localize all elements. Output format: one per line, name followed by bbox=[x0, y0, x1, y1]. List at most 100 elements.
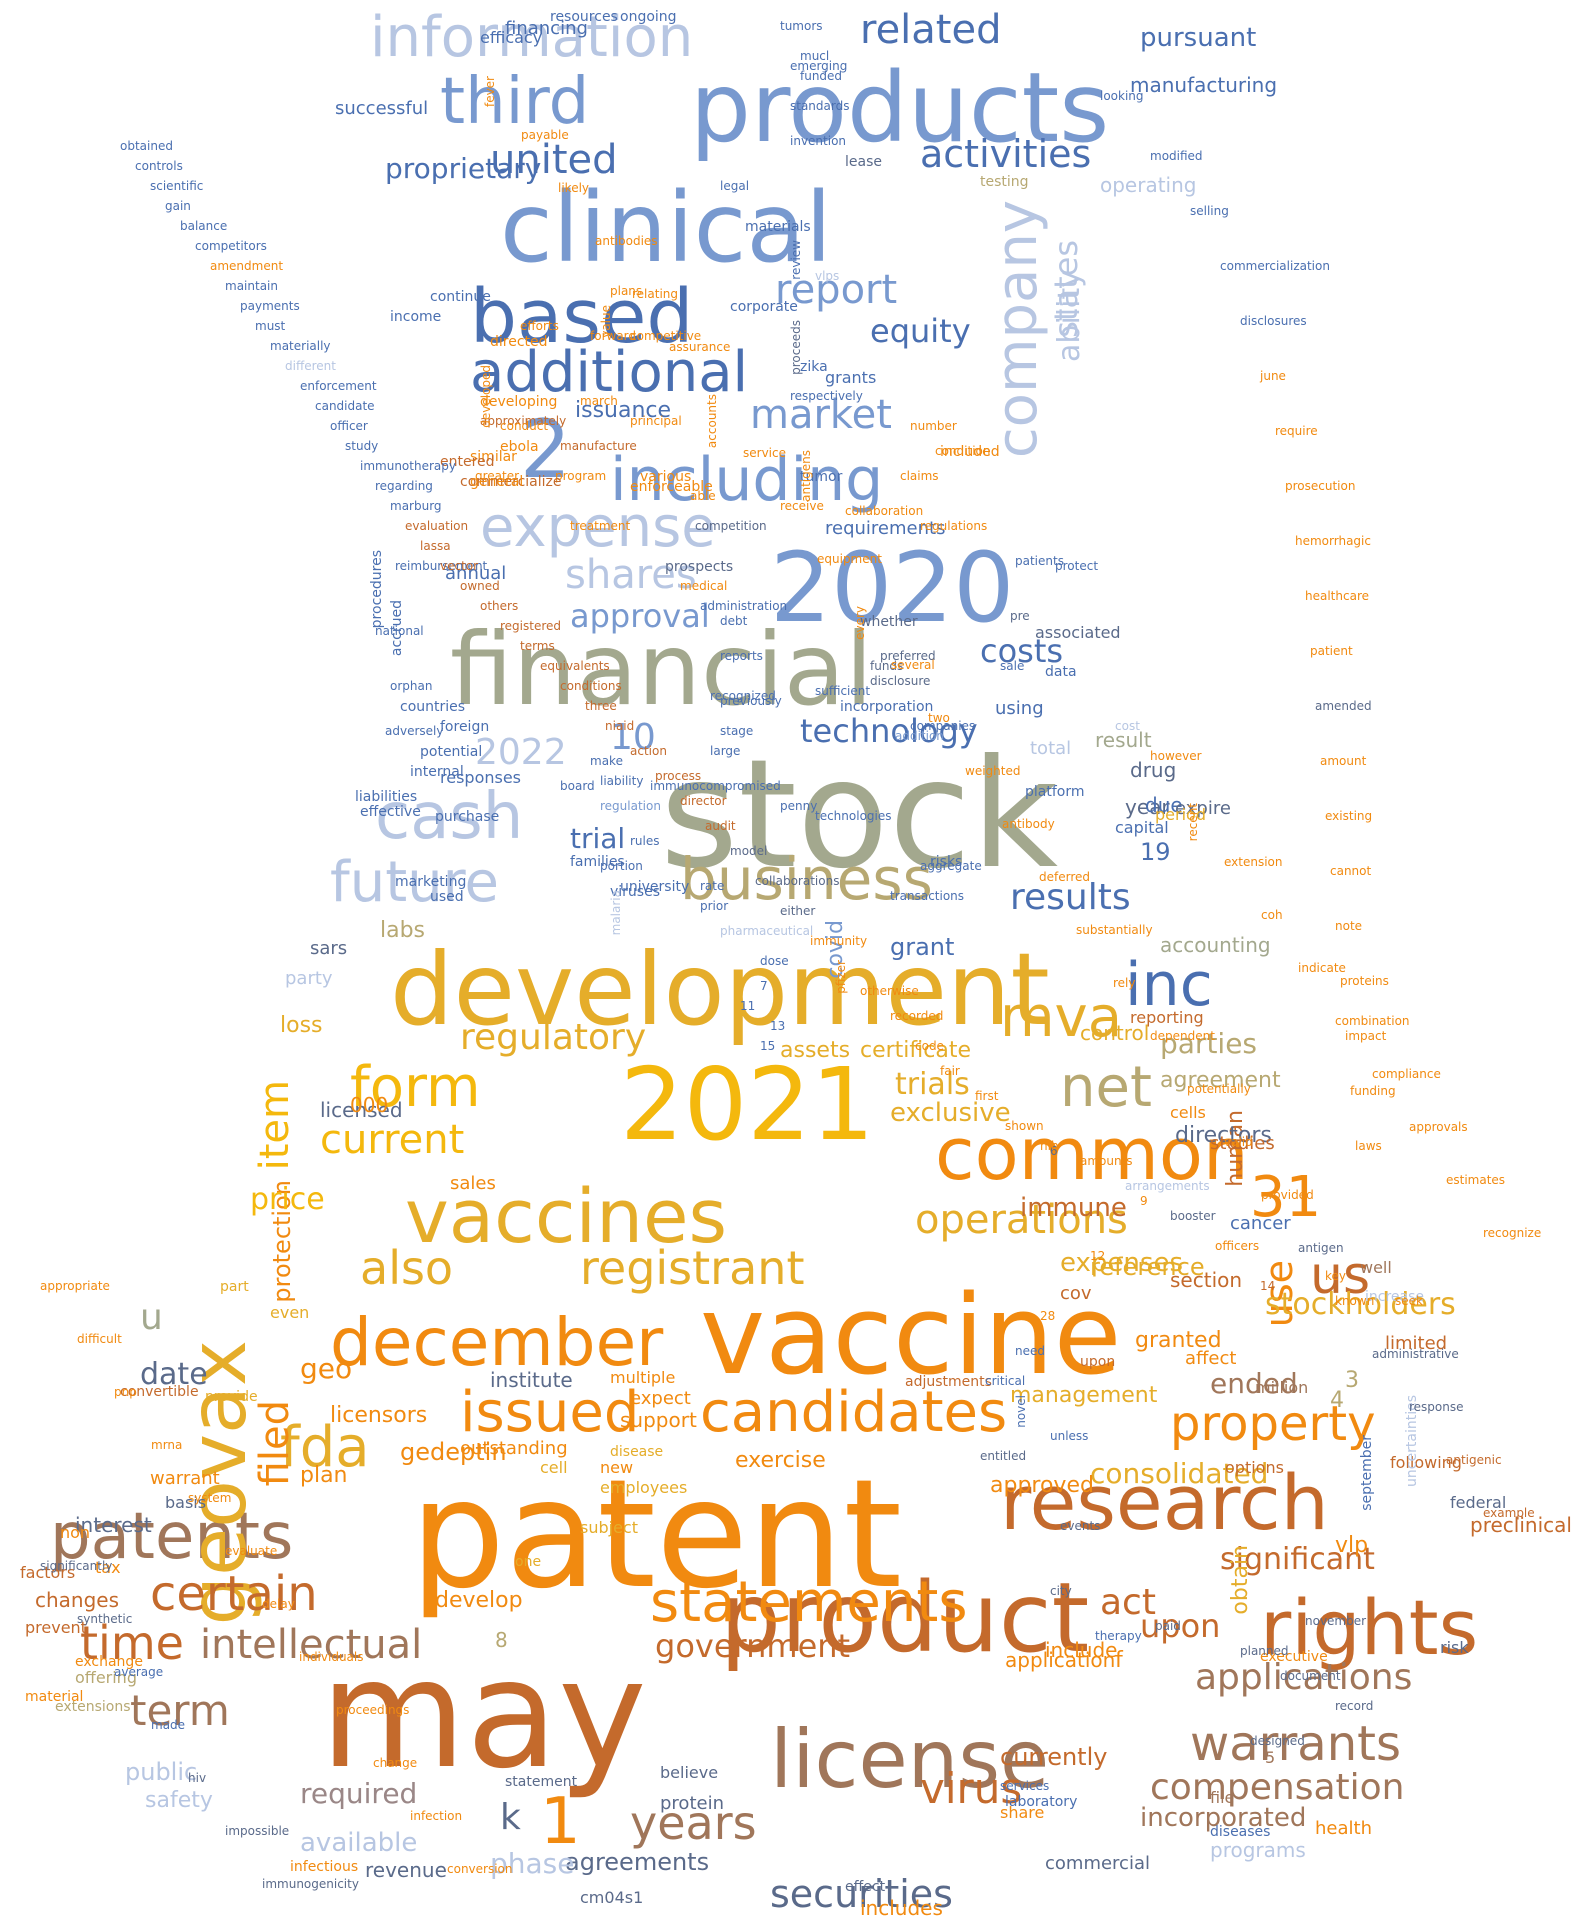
word-conditions: conditions bbox=[560, 679, 622, 693]
word-materials: materials bbox=[745, 219, 811, 235]
word-interest: interest bbox=[75, 1513, 152, 1537]
word-mva: mva bbox=[1000, 985, 1123, 1050]
word-year: year bbox=[1125, 795, 1170, 819]
word-niaid: niaid bbox=[605, 719, 635, 733]
word-marketing: marketing bbox=[395, 874, 467, 890]
word-party: party bbox=[285, 968, 333, 989]
word-outstanding: outstanding bbox=[460, 1438, 568, 1459]
word-financing: financing bbox=[505, 18, 588, 39]
word-previously: previously bbox=[720, 694, 782, 708]
word-impact: impact bbox=[1345, 1029, 1387, 1043]
word-united: united bbox=[490, 137, 618, 183]
word-record: record bbox=[1335, 1699, 1374, 1713]
word-prior: prior bbox=[700, 899, 729, 913]
word-need: need bbox=[1015, 1344, 1045, 1358]
word-technologies: technologies bbox=[815, 809, 892, 823]
word-issued: issued bbox=[460, 1380, 640, 1445]
word-studies: studies bbox=[1210, 1133, 1275, 1154]
word-28: 28 bbox=[1040, 1309, 1056, 1323]
word-trial: trial bbox=[570, 822, 626, 855]
word-date: date bbox=[140, 1357, 208, 1392]
word-transactions: transactions bbox=[890, 889, 965, 903]
word-vlp: vlp bbox=[1335, 1533, 1369, 1558]
word-agreements: agreements bbox=[565, 1848, 710, 1876]
word-trials: trials bbox=[895, 1067, 970, 1102]
word-officer: officer bbox=[330, 419, 368, 433]
word-common: common bbox=[935, 1112, 1249, 1196]
word-countries: countries bbox=[400, 699, 466, 715]
word-clinical: clinical bbox=[500, 172, 832, 284]
word-potentially: potentially bbox=[1187, 1082, 1251, 1096]
word-balance: balance bbox=[180, 219, 228, 233]
word-certain: certain bbox=[150, 1566, 318, 1622]
word-limited: limited bbox=[1385, 1333, 1448, 1354]
word-hemorrhagic: hemorrhagic bbox=[1295, 534, 1371, 548]
word-enforcement: enforcement bbox=[300, 379, 377, 393]
word-sufficient: sufficient bbox=[815, 684, 871, 698]
word-rate: rate bbox=[700, 879, 725, 893]
word-net: net bbox=[1060, 1055, 1152, 1120]
word-may: may bbox=[320, 1628, 647, 1802]
word-portion: portion bbox=[600, 859, 643, 873]
word-proceeds: proceeds bbox=[789, 320, 803, 375]
word-multiple: multiple bbox=[610, 1368, 676, 1387]
word-ability: ability bbox=[1052, 270, 1087, 362]
word-marburg: marburg bbox=[390, 499, 442, 513]
word-immunity: immunity bbox=[810, 934, 868, 948]
word-nih: nih bbox=[1040, 1139, 1059, 1153]
word-stockholders: stockholders bbox=[1265, 1287, 1456, 1322]
word-evaluation: evaluation bbox=[405, 519, 469, 533]
word-12: 12 bbox=[1090, 1249, 1106, 1263]
word-reports: reports bbox=[720, 649, 763, 663]
word-costs: costs bbox=[980, 632, 1064, 670]
word-audit: audit bbox=[705, 819, 736, 833]
word-evaluate: evaluate bbox=[225, 1544, 278, 1558]
word-prevent: prevent bbox=[25, 1618, 87, 1637]
word-using: using bbox=[995, 698, 1044, 719]
word-however: however bbox=[1150, 749, 1202, 763]
word-greater: greater bbox=[475, 469, 520, 483]
word-officers: officers bbox=[1215, 1239, 1260, 1253]
word-november: november bbox=[1305, 1614, 1367, 1628]
word-conduct: conduct bbox=[500, 419, 549, 433]
word-various: various bbox=[640, 469, 692, 485]
word-convertible: convertible bbox=[120, 1384, 199, 1400]
word-financial: financial bbox=[450, 611, 873, 728]
word-compliance: compliance bbox=[1372, 1067, 1441, 1081]
word-process: process bbox=[655, 769, 702, 783]
word-federal: federal bbox=[1450, 1493, 1507, 1512]
word-granted: granted bbox=[1135, 1328, 1222, 1353]
word-expire: expire bbox=[1175, 798, 1231, 819]
word-term: term bbox=[130, 1686, 230, 1735]
word-equivalents: equivalents bbox=[540, 659, 610, 673]
word-antigenic: antigenic bbox=[1446, 1453, 1502, 1467]
word-collaboration: collaboration bbox=[845, 504, 924, 518]
word-national: national bbox=[375, 624, 424, 638]
word-commercial: commercial bbox=[1045, 1853, 1150, 1874]
word-9: 9 bbox=[1140, 1194, 1148, 1208]
word-annual: annual bbox=[445, 563, 507, 584]
word-funded: funded bbox=[800, 69, 843, 83]
word-cov: cov bbox=[1060, 1283, 1092, 1304]
word-management: management bbox=[1010, 1383, 1158, 1408]
word-recognized: recognized bbox=[710, 689, 776, 703]
word-claims: claims bbox=[900, 469, 939, 483]
word-options: options bbox=[1225, 1458, 1284, 1477]
word-payable: payable bbox=[521, 128, 569, 142]
word-31: 31 bbox=[1250, 1165, 1322, 1230]
word-others: others bbox=[480, 599, 519, 613]
word-associated: associated bbox=[1035, 623, 1121, 642]
word-average: average bbox=[114, 1665, 164, 1679]
word-standards: standards bbox=[790, 99, 850, 113]
word-relating: relating bbox=[632, 287, 679, 301]
word-able: able bbox=[690, 489, 716, 503]
word-directors: directors bbox=[1175, 1123, 1272, 1148]
word-successful: successful bbox=[335, 98, 429, 119]
word-agreement: agreement bbox=[1160, 1068, 1281, 1093]
word-director: director bbox=[680, 794, 727, 808]
word-developed: developed bbox=[479, 365, 493, 428]
word-coh: coh bbox=[1261, 908, 1283, 922]
word-entitled: entitled bbox=[980, 1449, 1027, 1463]
word-rights: rights bbox=[1260, 1583, 1479, 1672]
word-delay: delay bbox=[262, 1597, 295, 1611]
